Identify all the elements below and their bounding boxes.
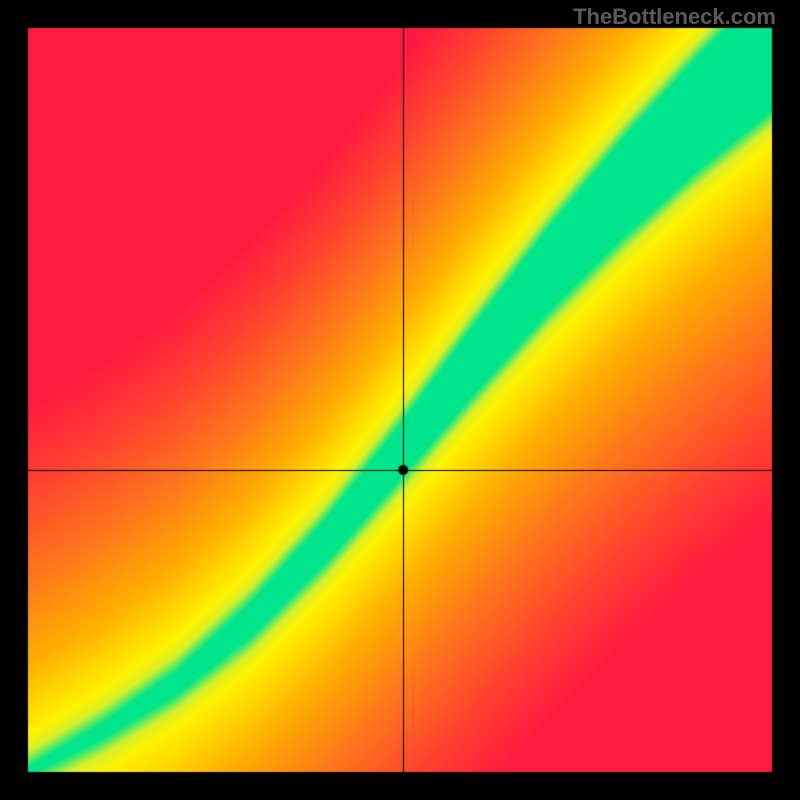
chart-container: TheBottleneck.com bbox=[0, 0, 800, 800]
watermark-text: TheBottleneck.com bbox=[573, 4, 776, 30]
heatmap-canvas bbox=[0, 0, 800, 800]
